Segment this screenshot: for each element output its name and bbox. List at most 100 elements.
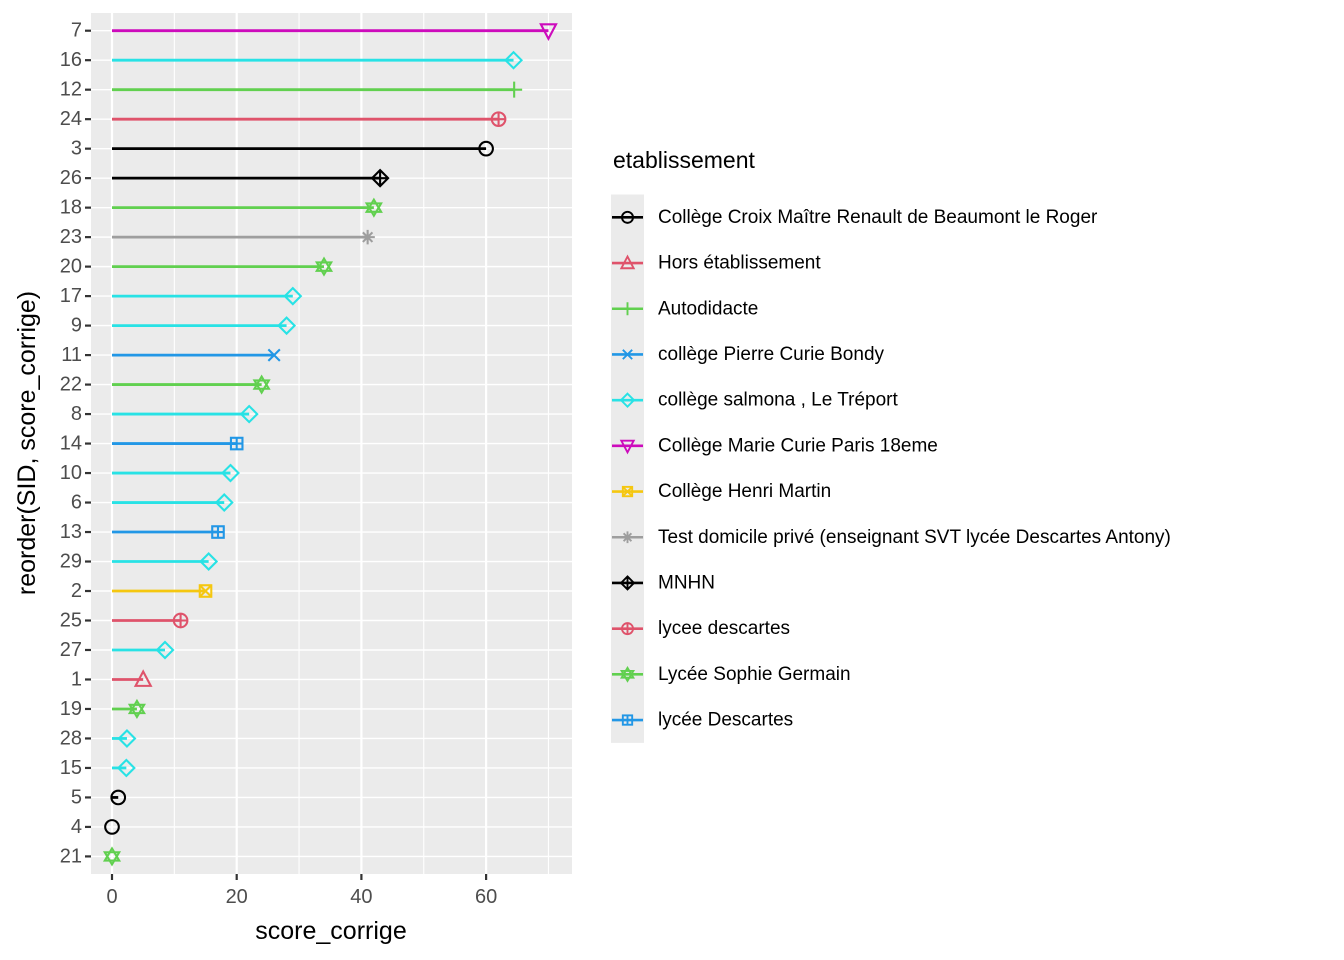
x-tick-label: 40 xyxy=(350,886,372,908)
circle-open-marker-icon xyxy=(621,210,634,224)
legend-entry: MNHN xyxy=(612,572,715,593)
hexagram-marker-icon xyxy=(102,846,122,867)
lollipop-row-sid-21 xyxy=(102,846,122,867)
legend-entry-label: Lycée Sophie Germain xyxy=(658,664,851,685)
legend-entry-label: Collège Marie Curie Paris 18eme xyxy=(658,435,938,456)
lollipop-row-sid-3 xyxy=(112,140,494,157)
x-tick-label: 0 xyxy=(106,886,117,908)
y-tick-label: 8 xyxy=(71,403,82,425)
diamond-open-marker-icon xyxy=(116,758,136,778)
circle-open-marker-icon xyxy=(478,140,494,157)
y-tick-label: 20 xyxy=(60,256,82,278)
triangle-down-open-marker-icon xyxy=(539,23,558,41)
plus-marker-icon xyxy=(621,302,634,316)
legend-title: etablissement xyxy=(613,147,756,173)
lollipop-row-sid-28 xyxy=(112,728,137,748)
y-tick-label: 14 xyxy=(60,433,82,455)
y-axis-title: reorder(SID, score_corrige) xyxy=(13,291,41,595)
y-tick-label: 5 xyxy=(71,786,82,808)
y-tick-label: 24 xyxy=(60,108,82,130)
legend-entry: collège salmona , Le Tréport xyxy=(612,390,898,411)
circle-plus-marker-icon xyxy=(621,622,634,636)
diamond-plus-marker-icon xyxy=(619,575,636,591)
legend-entry: Collège Marie Curie Paris 18eme xyxy=(612,435,938,456)
legend-entry-label: Hors établissement xyxy=(658,253,821,274)
y-tick-label: 6 xyxy=(71,492,82,514)
asterisk-marker-icon xyxy=(360,229,375,245)
lollipop-row-sid-15 xyxy=(112,758,136,778)
lollipop-row-sid-11 xyxy=(112,348,281,362)
lollipop-row-sid-29 xyxy=(112,552,219,572)
hexagram-marker-icon xyxy=(314,256,334,277)
y-tick-label: 1 xyxy=(71,668,82,690)
diamond-open-marker-icon xyxy=(504,50,524,70)
y-tick-label: 21 xyxy=(60,845,82,867)
hexagram-marker-icon xyxy=(619,665,636,683)
legend-entry: lycée Descartes xyxy=(612,710,793,731)
triangle-up-open-marker-icon xyxy=(133,669,153,687)
triangle-up-open-marker-icon xyxy=(619,254,636,270)
diamond-open-marker-icon xyxy=(214,493,234,513)
y-tick-label: 28 xyxy=(60,727,82,749)
legend-entry-label: lycée Descartes xyxy=(658,710,793,731)
x-tick-label: 60 xyxy=(475,886,497,908)
x-marker-icon xyxy=(622,349,633,360)
hexagram-marker-icon xyxy=(252,374,271,395)
circle-open-marker-icon xyxy=(110,789,127,806)
square-plus-marker-icon xyxy=(621,714,634,726)
lollipop-row-sid-1 xyxy=(112,669,153,687)
legend-entry: Hors établissement xyxy=(612,253,821,274)
legend-entry: lycee descartes xyxy=(612,618,790,639)
legend: Collège Croix Maître Renault de Beaumont… xyxy=(611,194,1171,743)
legend-entry: Lycée Sophie Germain xyxy=(612,664,851,685)
square-x-marker-icon xyxy=(621,485,634,498)
y-tick-label: 17 xyxy=(60,285,82,307)
lollipop-row-sid-25 xyxy=(112,612,189,629)
diamond-open-marker-icon xyxy=(220,463,240,483)
lollipop-row-sid-9 xyxy=(112,316,297,336)
y-tick-label: 23 xyxy=(60,226,82,248)
diamond-plus-marker-icon xyxy=(370,168,390,188)
diamond-open-marker-icon xyxy=(619,392,636,408)
y-tick-label: 22 xyxy=(60,374,82,396)
lollipop-row-sid-27 xyxy=(112,640,175,660)
circle-plus-marker-icon xyxy=(490,111,507,128)
legend-entry: Autodidacte xyxy=(612,298,758,319)
hexagram-marker-icon xyxy=(364,197,383,218)
y-tick-label: 12 xyxy=(60,79,82,101)
legend-entry-label: collège Pierre Curie Bondy xyxy=(658,344,885,365)
diamond-open-marker-icon xyxy=(283,286,303,306)
legend-entry-label: lycee descartes xyxy=(658,618,790,639)
square-plus-marker-icon xyxy=(229,436,244,451)
lollipop-row-sid-8 xyxy=(112,404,259,424)
y-tick-label: 27 xyxy=(60,639,82,661)
lollipop-row-sid-12 xyxy=(112,81,523,98)
y-tick-label: 9 xyxy=(71,315,82,337)
lollipop-row-sid-22 xyxy=(112,374,271,395)
y-tick-label: 25 xyxy=(60,610,82,632)
y-tick-label: 4 xyxy=(71,816,82,838)
lollipop-row-sid-24 xyxy=(112,111,507,128)
legend-entry-label: Test domicile privé (enseignant SVT lycé… xyxy=(658,527,1171,548)
circle-plus-marker-icon xyxy=(172,612,189,629)
data-series xyxy=(102,23,558,867)
y-tick-label: 11 xyxy=(61,344,82,366)
diamond-open-marker-icon xyxy=(155,640,175,660)
y-tick-label: 29 xyxy=(60,551,82,573)
lollipop-row-sid-5 xyxy=(110,789,127,806)
legend-entry-label: Autodidacte xyxy=(658,298,758,319)
y-tick-label: 7 xyxy=(71,20,82,42)
triangle-down-open-marker-icon xyxy=(619,439,636,455)
lollipop-row-sid-14 xyxy=(112,436,244,451)
lollipop-row-sid-20 xyxy=(112,256,334,277)
diamond-open-marker-icon xyxy=(199,552,219,572)
lollipop-row-sid-16 xyxy=(112,50,524,70)
legend-entry: collège Pierre Curie Bondy xyxy=(612,344,885,365)
hexagram-marker-icon xyxy=(127,698,146,720)
lollipop-row-sid-6 xyxy=(112,493,234,513)
lollipop-row-sid-26 xyxy=(112,168,390,188)
diamond-open-marker-icon xyxy=(117,728,137,748)
x-axis-title: score_corrige xyxy=(255,917,406,945)
